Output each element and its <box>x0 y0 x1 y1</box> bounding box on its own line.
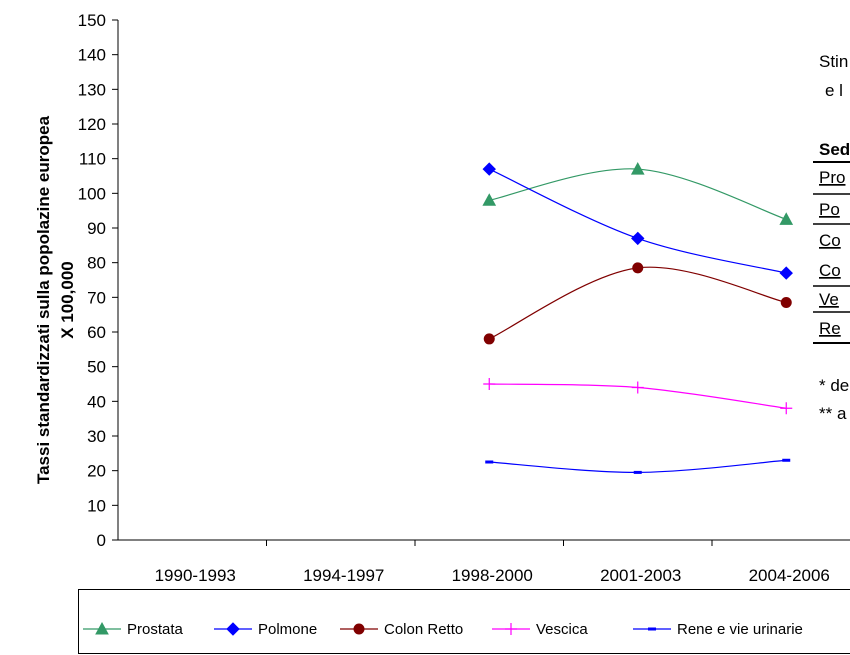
y-tick-label: 90 <box>87 219 106 238</box>
side-panel-text: ** a <box>819 404 847 423</box>
legend-label: Polmone <box>258 621 317 638</box>
y-tick-label: 130 <box>78 80 106 99</box>
legend-box <box>78 589 850 654</box>
series-line <box>488 266 787 340</box>
y-axis-title-line: X 100,000 <box>58 261 77 339</box>
data-point <box>482 193 497 206</box>
data-point <box>632 262 644 274</box>
data-point <box>630 162 645 175</box>
series-2 <box>483 262 792 345</box>
data-point <box>779 266 793 280</box>
data-point <box>483 378 496 390</box>
y-tick-label: 140 <box>78 46 106 65</box>
legend-marker <box>505 623 517 635</box>
data-point <box>483 333 495 345</box>
data-point <box>631 231 645 246</box>
side-panel-text: Co <box>819 261 841 280</box>
series-line <box>488 168 787 274</box>
y-tick-label: 70 <box>87 288 106 307</box>
side-panel: Stin e l Sed Pro Po Co Co Ve Re * de ** a <box>813 52 850 423</box>
series-4 <box>485 458 791 474</box>
side-panel-text: Pro <box>819 168 845 187</box>
side-panel-text: Re <box>819 319 841 338</box>
series-line <box>489 459 787 474</box>
legend-label: Vescica <box>536 621 588 638</box>
data-point <box>779 212 794 225</box>
y-axis-title-line: Tassi standardizzati sulla popolazine eu… <box>34 115 53 484</box>
legend-label: Rene e vie urinarie <box>677 621 803 638</box>
y-tick-label: 120 <box>78 115 106 134</box>
side-panel-text: Ve <box>819 290 839 309</box>
x-tick-label: 1990-1993 <box>155 566 236 585</box>
y-axis-title-group: Tassi standardizzati sulla popolazine eu… <box>34 115 77 484</box>
y-tick-label: 100 <box>78 184 106 203</box>
series-3 <box>483 378 793 415</box>
series-layer <box>482 162 794 474</box>
side-panel-text: e l <box>825 81 843 100</box>
y-tick-label: 60 <box>87 323 106 342</box>
legend-label: Colon Retto <box>384 621 463 638</box>
side-panel-text: Sed <box>819 140 850 159</box>
y-axis-ticks: 0 10 20 30 40 50 60 70 80 90 100 110 120 130 140 150 <box>78 11 118 550</box>
y-tick-label: 10 <box>87 496 106 515</box>
legend-label: Prostata <box>127 621 184 638</box>
x-tick-label: 1994-1997 <box>303 566 384 585</box>
side-panel-text: * de <box>819 376 849 395</box>
side-panel-text: Co <box>819 231 841 250</box>
y-tick-label: 150 <box>78 11 106 30</box>
series-1 <box>482 162 793 280</box>
legend-marker <box>226 622 240 636</box>
data-point <box>482 162 496 176</box>
x-axis-ticks: 1990-1993 1994-1997 1998-2000 2001-2003 2004… <box>155 540 830 585</box>
legend-marker <box>353 623 365 635</box>
x-tick-label: 1998-2000 <box>452 566 533 585</box>
series-line <box>489 168 787 220</box>
x-tick-label: 2001-2003 <box>600 566 681 585</box>
x-tick-label: 2004-2006 <box>749 566 830 585</box>
y-axis-title: Tassi standardizzati sulla popolazine eu… <box>34 115 77 484</box>
y-tick-label: 0 <box>97 531 106 550</box>
y-tick-label: 40 <box>87 392 106 411</box>
y-tick-label: 50 <box>87 358 106 377</box>
side-panel-text: Po <box>819 200 840 219</box>
axes <box>117 20 850 541</box>
side-panel-text: Stin <box>819 52 848 71</box>
y-tick-label: 110 <box>79 150 106 169</box>
legend-marker <box>95 621 109 635</box>
y-tick-label: 30 <box>87 427 106 446</box>
y-tick-label: 80 <box>87 254 106 273</box>
series-0 <box>482 162 794 225</box>
data-point <box>631 381 644 394</box>
legend: Prostata Polmone Colon Retto Vescica Rene e … <box>78 589 850 654</box>
data-point <box>780 402 793 415</box>
y-tick-label: 20 <box>87 462 106 481</box>
data-point <box>780 297 792 309</box>
